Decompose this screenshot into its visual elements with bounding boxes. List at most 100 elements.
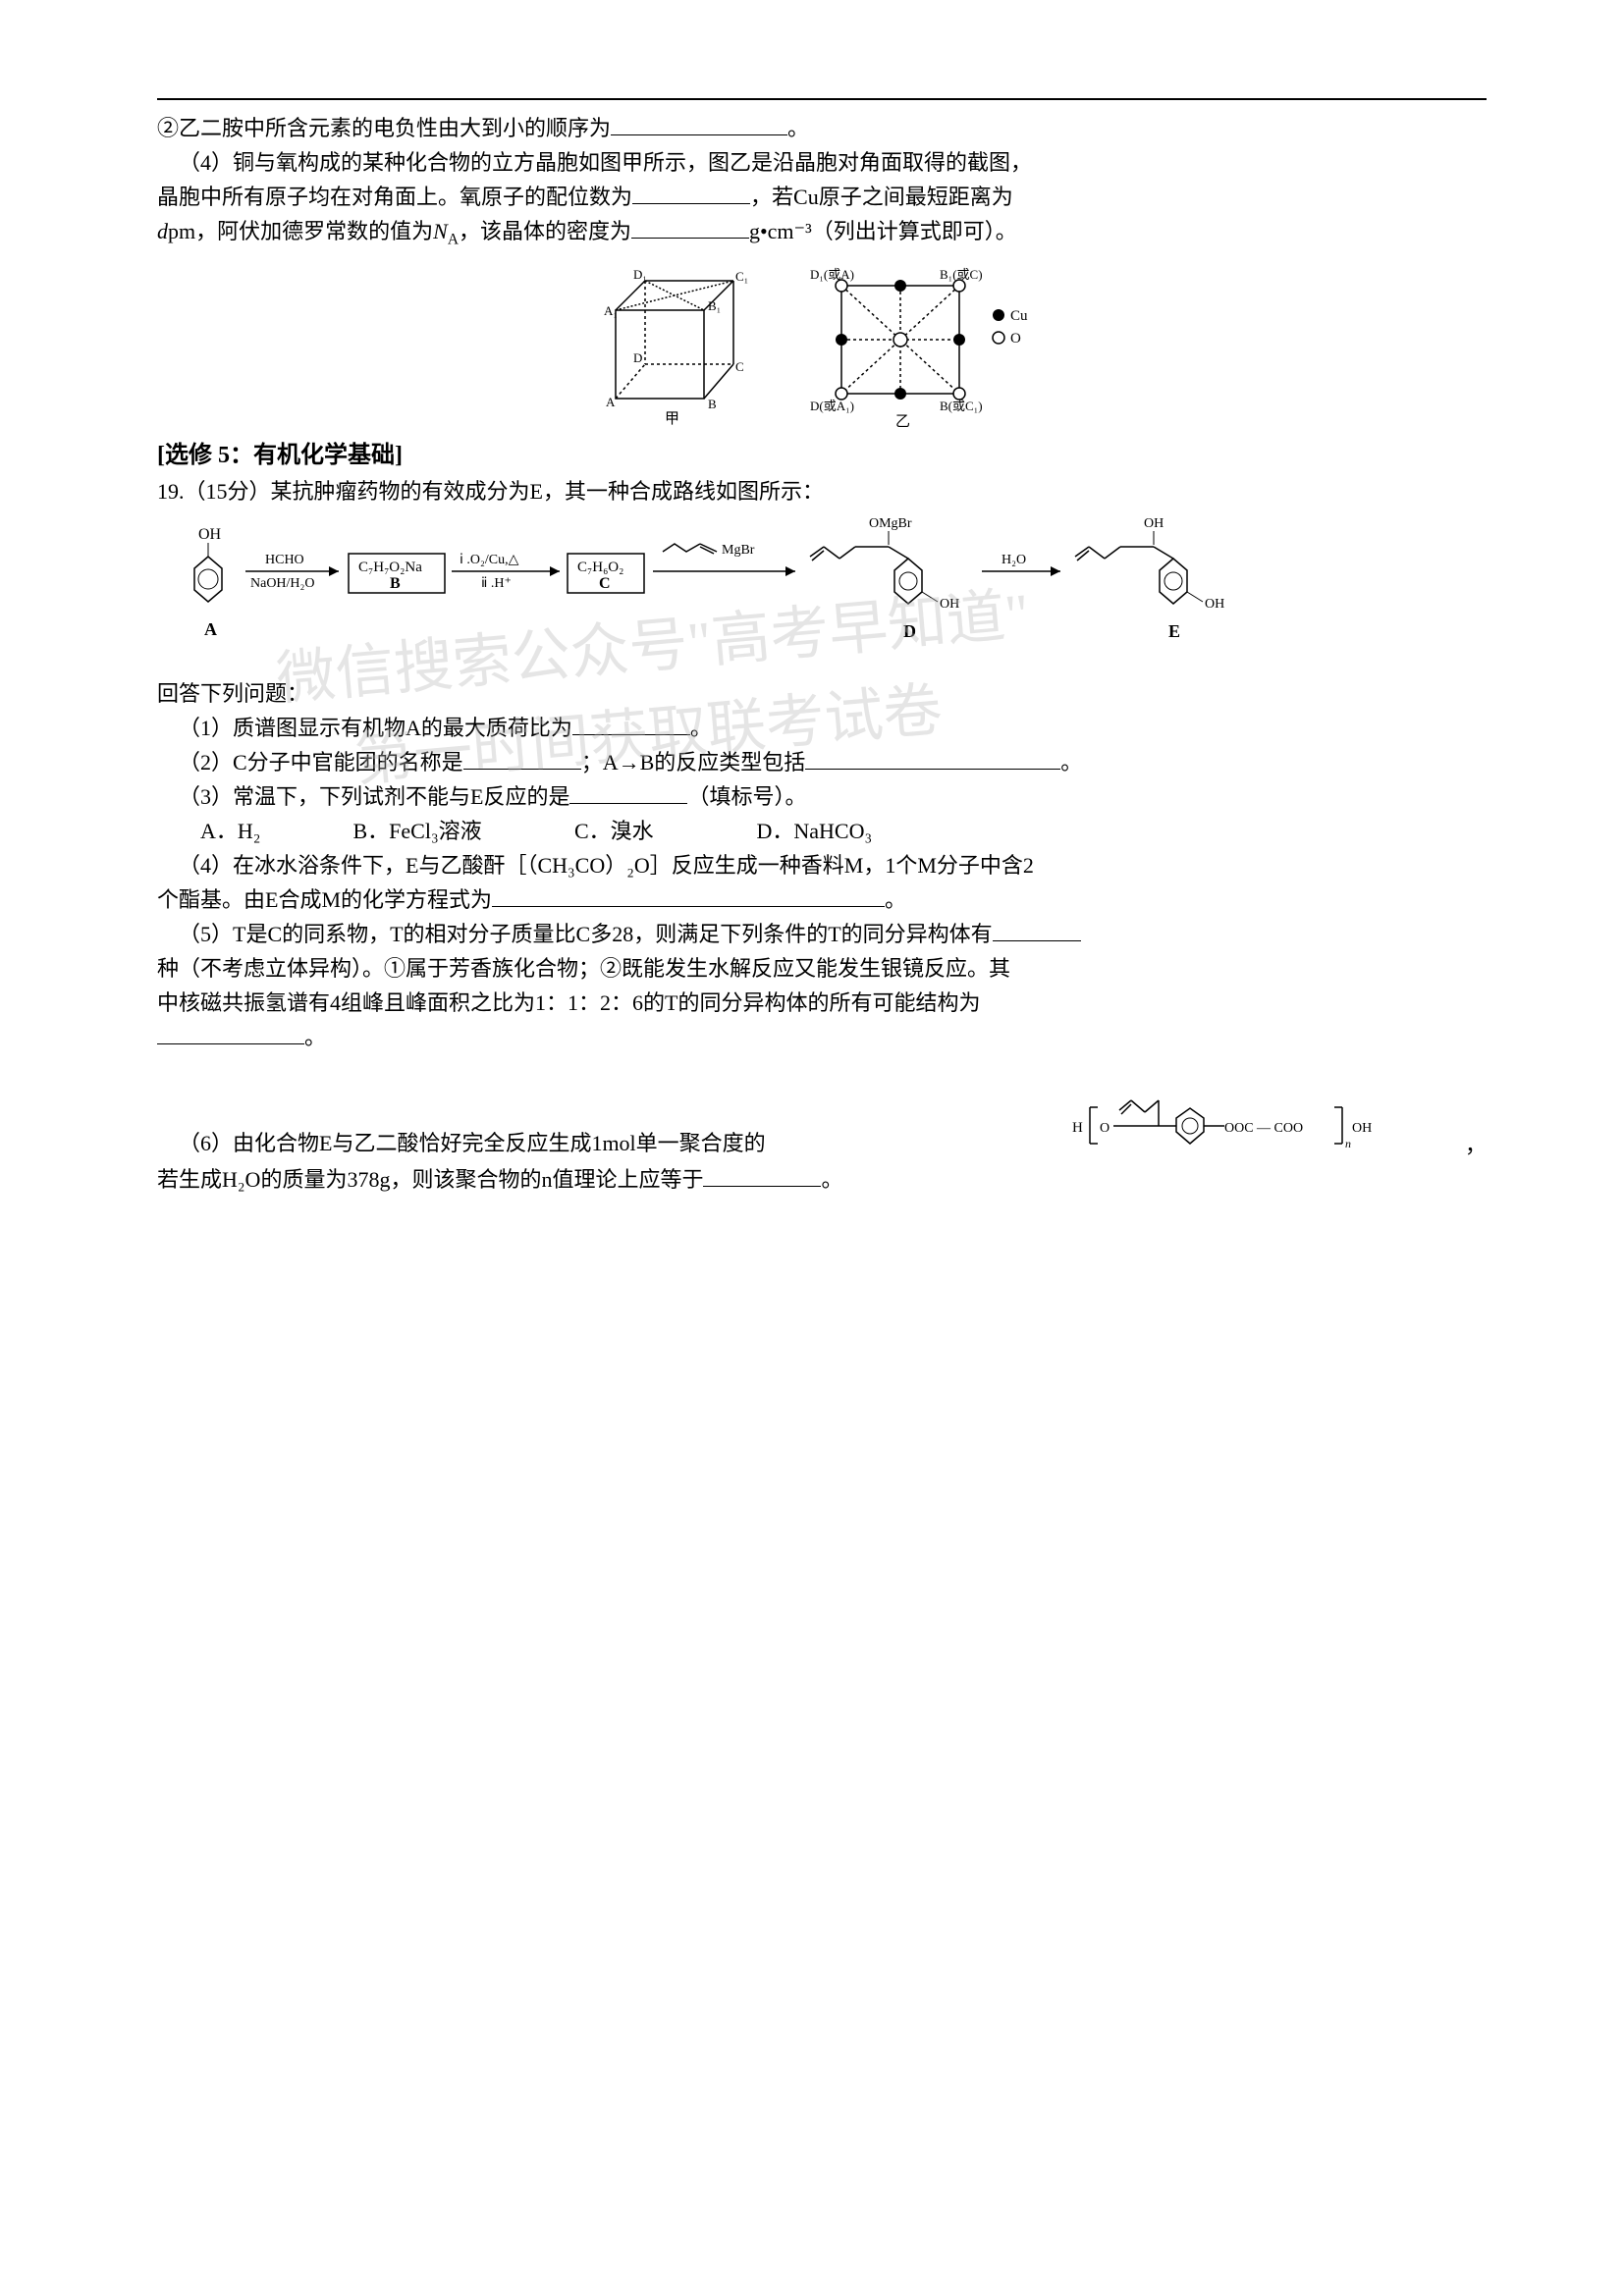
svg-text:D: D [903, 621, 916, 641]
svg-text:ⅰ .O₂/Cu,△: ⅰ .O₂/Cu,△ [460, 553, 519, 567]
svg-text:OH: OH [1205, 597, 1224, 612]
opt-c: C．溴水 [574, 815, 751, 847]
svg-text:B₁(或C): B₁(或C) [940, 267, 983, 282]
polymer-structure: H O OOC — COO [1072, 1083, 1465, 1161]
q6-l1: （6）由化合物E与乙二酸恰好完全反应生成1mol单一聚合度的 [157, 1127, 1072, 1159]
q5-l1: （5）T是C的同系物，T的相对分子质量比C多28，则满足下列条件的T的同分异构体… [157, 918, 1487, 950]
svg-text:H: H [1072, 1120, 1083, 1136]
svg-text:D: D [633, 350, 642, 365]
q6-l2: 若生成H₂O的质量为378g，则该聚合物的n值理论上应等于 。 [157, 1163, 1487, 1196]
answer-header: 回答下列问题： [157, 677, 1487, 710]
text: ， [1465, 1129, 1487, 1161]
q4-l2: 个酯基。由E合成M的化学方程式为 。 [157, 883, 1487, 916]
blank [572, 716, 690, 735]
svg-text:OMgBr: OMgBr [869, 516, 912, 531]
text: 。 [787, 116, 809, 140]
text: 晶胞中所有原子均在对角面上。氧原子的配位数为 [157, 185, 632, 209]
text: 。 [1060, 750, 1082, 774]
line-4-1: （4）铜与氧构成的某种化合物的立方晶胞如图甲所示，图乙是沿晶胞对角面取得的截图， [157, 146, 1487, 179]
svg-text:E: E [1168, 621, 1180, 641]
svg-text:B: B [708, 397, 717, 411]
text: （3）常温下，下列试剂不能与E反应的是 [179, 784, 569, 809]
blank [569, 784, 687, 804]
cube-diagram: A₁ B₁ C₁ D₁ A B C D 甲 [586, 261, 763, 428]
text: （1）质谱图显示有机物A的最大质荷比为 [179, 716, 572, 740]
svg-text:NaOH/H₂O: NaOH/H₂O [250, 576, 315, 591]
svg-text:C₇H₆O₂: C₇H₆O₂ [577, 560, 623, 575]
svg-text:OH: OH [1352, 1121, 1372, 1136]
opt-b: B．FeCl₃溶液 [353, 815, 569, 847]
blank [993, 922, 1081, 941]
caption-jia: 甲 [665, 411, 679, 427]
svg-text:MgBr: MgBr [722, 543, 755, 558]
svg-text:B(或C₁): B(或C₁) [940, 399, 983, 413]
text: （5）T是C的同系物，T的相对分子质量比C多28，则满足下列条件的T的同分异构体… [179, 922, 993, 946]
text: 。 [821, 1167, 842, 1192]
svg-text:O: O [1100, 1121, 1110, 1136]
line-4-3: dpm，阿伏加德罗常数的值为NA，该晶体的密度为g•cm⁻³（列出计算式即可）。 [157, 215, 1487, 251]
text: 若生成H₂O的质量为378g，则该聚合物的n值理论上应等于 [157, 1167, 703, 1192]
text: （6）由化合物E与乙二酸恰好完全反应生成1mol单一聚合度的 [179, 1131, 766, 1155]
q1: （1）质谱图显示有机物A的最大质荷比为 。 [157, 712, 1487, 744]
synthesis-svg: OH A HCHO NaOH/H₂O C₇H₇O₂Na B ⅰ .O₂ [157, 509, 1492, 667]
text: （填标号）。 [687, 784, 806, 809]
page-content: ②乙二胺中所含元素的电负性由大到小的顺序为。 （4）铜与氧构成的某种化合物的立方… [0, 0, 1624, 1296]
svg-text:C₇H₇O₂Na: C₇H₇O₂Na [358, 560, 422, 575]
blank [492, 887, 885, 907]
line-4-2: 晶胞中所有原子均在对角面上。氧原子的配位数为 ，若Cu原子之间最短距离为 [157, 181, 1487, 213]
blank [703, 1167, 821, 1187]
q3: （3）常温下，下列试剂不能与E反应的是 （填标号）。 [157, 780, 1487, 813]
q19-head: 19.（15分）某抗肿瘤药物的有效成分为E，其一种合成路线如图所示： [157, 475, 1487, 507]
blank [463, 750, 581, 770]
opt-d: D．NaHCO₃ [757, 815, 934, 847]
svg-text:H₂O: H₂O [1001, 553, 1026, 567]
svg-text:D₁: D₁ [633, 267, 647, 282]
blank [157, 1025, 304, 1044]
text: 个酯基。由E合成M的化学方程式为 [157, 887, 492, 912]
square-diagram: D₁(或A) B₁(或C) D(或A₁) B(或C₁) Cu O 乙 [802, 261, 1057, 428]
svg-text:A: A [606, 395, 616, 409]
text: ②乙二胺中所含元素的电负性由大到小的顺序为 [157, 116, 611, 140]
blank [631, 219, 749, 239]
top-rule [157, 98, 1487, 100]
text: 。 [885, 887, 906, 912]
svg-text:O: O [1010, 331, 1021, 347]
svg-text:n: n [1345, 1137, 1351, 1150]
q3-options: A．H₂ B．FeCl₃溶液 C．溴水 D．NaHCO₃ [157, 815, 1487, 847]
svg-text:Cu: Cu [1010, 308, 1028, 324]
q2: （2）C分子中官能团的名称是 ；A→B的反应类型包括 。 [157, 746, 1487, 778]
blank [632, 185, 750, 204]
blank [805, 750, 1060, 770]
text: ，该晶体的密度为 [459, 219, 631, 243]
section-header: [选修 5：有机化学基础] [157, 438, 1487, 473]
caption-yi: 乙 [895, 414, 910, 428]
text: （4）铜与氧构成的某种化合物的立方晶胞如图甲所示，图乙是沿晶胞对角面取得的截图， [179, 150, 1032, 175]
svg-text:OOC — COO: OOC — COO [1224, 1121, 1303, 1136]
q4-l1: （4）在冰水浴条件下，E与乙酸酐［（CH₃CO）₂O］反应生成一种香料M，1个M… [157, 849, 1487, 881]
svg-text:B: B [390, 575, 401, 592]
svg-text:D(或A₁): D(或A₁) [810, 399, 854, 413]
text: g•cm⁻³（列出计算式即可）。 [749, 219, 1017, 243]
text: ，若Cu原子之间最短距离为 [750, 185, 1013, 209]
svg-text:D₁(或A): D₁(或A) [810, 267, 854, 282]
q5-blank: 。 [157, 1021, 1487, 1053]
blank [611, 116, 787, 135]
opt-a: A．H₂ [200, 815, 348, 847]
svg-text:A₁: A₁ [604, 303, 618, 318]
line-electronegativity: ②乙二胺中所含元素的电负性由大到小的顺序为 。 [157, 112, 1487, 144]
svg-text:C₁: C₁ [735, 269, 748, 284]
svg-text:OH: OH [940, 597, 959, 612]
q5-l3: 中核磁共振氢谱有4组峰且峰面积之比为1：1：2：6的T的同分异构体的所有可能结构… [157, 987, 1487, 1019]
text: （2）C分子中官能团的名称是 [179, 750, 463, 774]
text: ；A→B的反应类型包括 [581, 750, 806, 774]
svg-text:HCHO: HCHO [265, 553, 304, 567]
text: 。 [690, 716, 712, 740]
svg-text:ⅱ .H⁺: ⅱ .H⁺ [481, 576, 512, 591]
crystal-diagrams: A₁ B₁ C₁ D₁ A B C D 甲 [157, 261, 1487, 428]
q6-row: （6）由化合物E与乙二酸恰好完全反应生成1mol单一聚合度的 H O [157, 1083, 1487, 1161]
svg-text:C: C [599, 575, 611, 592]
svg-text:C: C [735, 359, 744, 374]
svg-text:OH: OH [1144, 516, 1164, 531]
svg-text:OH: OH [198, 526, 222, 543]
synthesis-route: OH A HCHO NaOH/H₂O C₇H₇O₂Na B ⅰ .O₂ [157, 509, 1487, 675]
